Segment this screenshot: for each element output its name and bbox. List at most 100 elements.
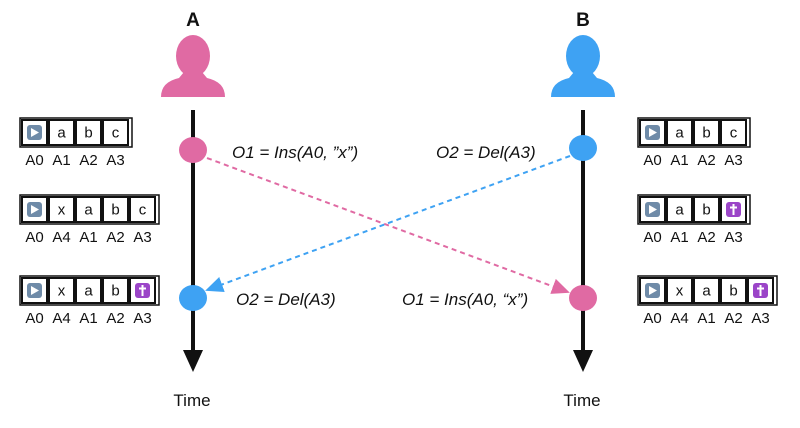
state-frame <box>19 275 160 306</box>
cell <box>102 196 129 223</box>
position-id: A2 <box>106 310 124 327</box>
state-b-1: A0 a A1 b A2 c A3 <box>637 117 751 169</box>
cell <box>75 119 102 146</box>
state-b-3: A0 x A4 a A1 b A2 A3 <box>637 275 778 327</box>
cell-char: c <box>139 202 147 219</box>
event-b-receive-op1 <box>569 285 597 311</box>
cell <box>102 119 129 146</box>
avatar-body <box>161 72 225 97</box>
state-frame <box>19 117 133 148</box>
position-id: A3 <box>724 152 742 169</box>
cell <box>666 196 693 223</box>
timeline-arrow-a <box>183 350 203 372</box>
state-frame <box>637 194 751 225</box>
cell <box>666 119 693 146</box>
user-b-label: B <box>576 10 590 31</box>
position-id: A1 <box>79 310 97 327</box>
position-id: A0 <box>643 152 661 169</box>
start-icon-glyph <box>649 205 657 214</box>
cell-char: a <box>675 125 684 142</box>
cell <box>666 277 693 304</box>
start-icon-glyph <box>649 286 657 295</box>
state-a-3: A0 x A4 a A1 b A2 A3 <box>19 275 160 327</box>
cell <box>75 277 102 304</box>
cell-char: b <box>702 202 710 219</box>
cell-char: c <box>112 125 120 142</box>
cell <box>693 196 720 223</box>
avatar-body <box>551 72 615 97</box>
time-label-b: Time <box>563 391 600 410</box>
event-b-op2 <box>569 135 597 161</box>
cell-char: b <box>729 283 737 300</box>
start-icon-glyph <box>649 128 657 137</box>
position-id: A1 <box>670 229 688 246</box>
cell <box>693 119 720 146</box>
state-frame <box>19 194 160 225</box>
cell-char: x <box>58 202 66 219</box>
cell <box>75 196 102 223</box>
cell-char: a <box>84 283 93 300</box>
position-id: A1 <box>79 229 97 246</box>
cell <box>720 277 747 304</box>
op-a-remote: O2 = Del(A3) <box>236 290 336 309</box>
tombstone-icon-glyph <box>757 285 764 296</box>
event-a-op1 <box>179 137 207 163</box>
position-id: A0 <box>643 310 661 327</box>
cell-char: b <box>84 125 92 142</box>
position-id: A3 <box>133 229 151 246</box>
op1-propagation-arrow <box>206 157 570 294</box>
user-a-avatar-icon <box>161 35 225 97</box>
op-b-local: O2 = Del(A3) <box>436 143 536 162</box>
cell <box>693 277 720 304</box>
cell-char: b <box>111 283 119 300</box>
start-icon-glyph <box>31 205 39 214</box>
position-id: A4 <box>52 229 70 246</box>
start-icon-glyph <box>31 128 39 137</box>
position-id: A1 <box>52 152 70 169</box>
state-a-1: A0 a A1 b A2 c A3 <box>19 117 133 169</box>
position-id: A0 <box>643 229 661 246</box>
timeline-arrow-b <box>573 350 593 372</box>
avatar-head <box>566 35 600 77</box>
cell-char: b <box>702 125 710 142</box>
user-b-avatar-icon <box>551 35 615 97</box>
position-id: A1 <box>670 152 688 169</box>
position-id: A0 <box>25 310 43 327</box>
position-id: A0 <box>25 152 43 169</box>
position-id: A3 <box>751 310 769 327</box>
state-a-2: A0 x A4 a A1 b A2 c A3 <box>19 194 160 246</box>
tombstone-icon-glyph <box>730 204 737 215</box>
user-a-label: A <box>186 10 200 31</box>
cell-char: c <box>730 125 738 142</box>
position-id: A3 <box>724 229 742 246</box>
cell <box>102 277 129 304</box>
cell-char: x <box>676 283 684 300</box>
position-id: A2 <box>697 229 715 246</box>
position-id: A2 <box>106 229 124 246</box>
cell <box>639 196 666 223</box>
op-a-local: O1 = Ins(A0, ”x”) <box>232 143 358 162</box>
cell <box>747 277 774 304</box>
state-b-2: A0 a A1 b A2 A3 <box>637 194 751 246</box>
position-id: A2 <box>697 152 715 169</box>
start-icon-glyph <box>31 286 39 295</box>
cell <box>48 196 75 223</box>
position-id: A4 <box>52 310 70 327</box>
position-id: A2 <box>79 152 97 169</box>
op-b-remote: O1 = Ins(A0, “x”) <box>402 290 528 309</box>
cell-char: a <box>675 202 684 219</box>
position-id: A1 <box>697 310 715 327</box>
cell <box>720 119 747 146</box>
event-a-receive-op2 <box>179 285 207 311</box>
position-id: A3 <box>133 310 151 327</box>
cell <box>129 196 156 223</box>
position-id: A0 <box>25 229 43 246</box>
position-id: A3 <box>106 152 124 169</box>
tombstone-icon-glyph <box>139 285 146 296</box>
cell-char: a <box>702 283 711 300</box>
position-id: A2 <box>724 310 742 327</box>
cell <box>48 119 75 146</box>
state-frame <box>637 275 778 306</box>
avatar-head <box>176 35 210 77</box>
